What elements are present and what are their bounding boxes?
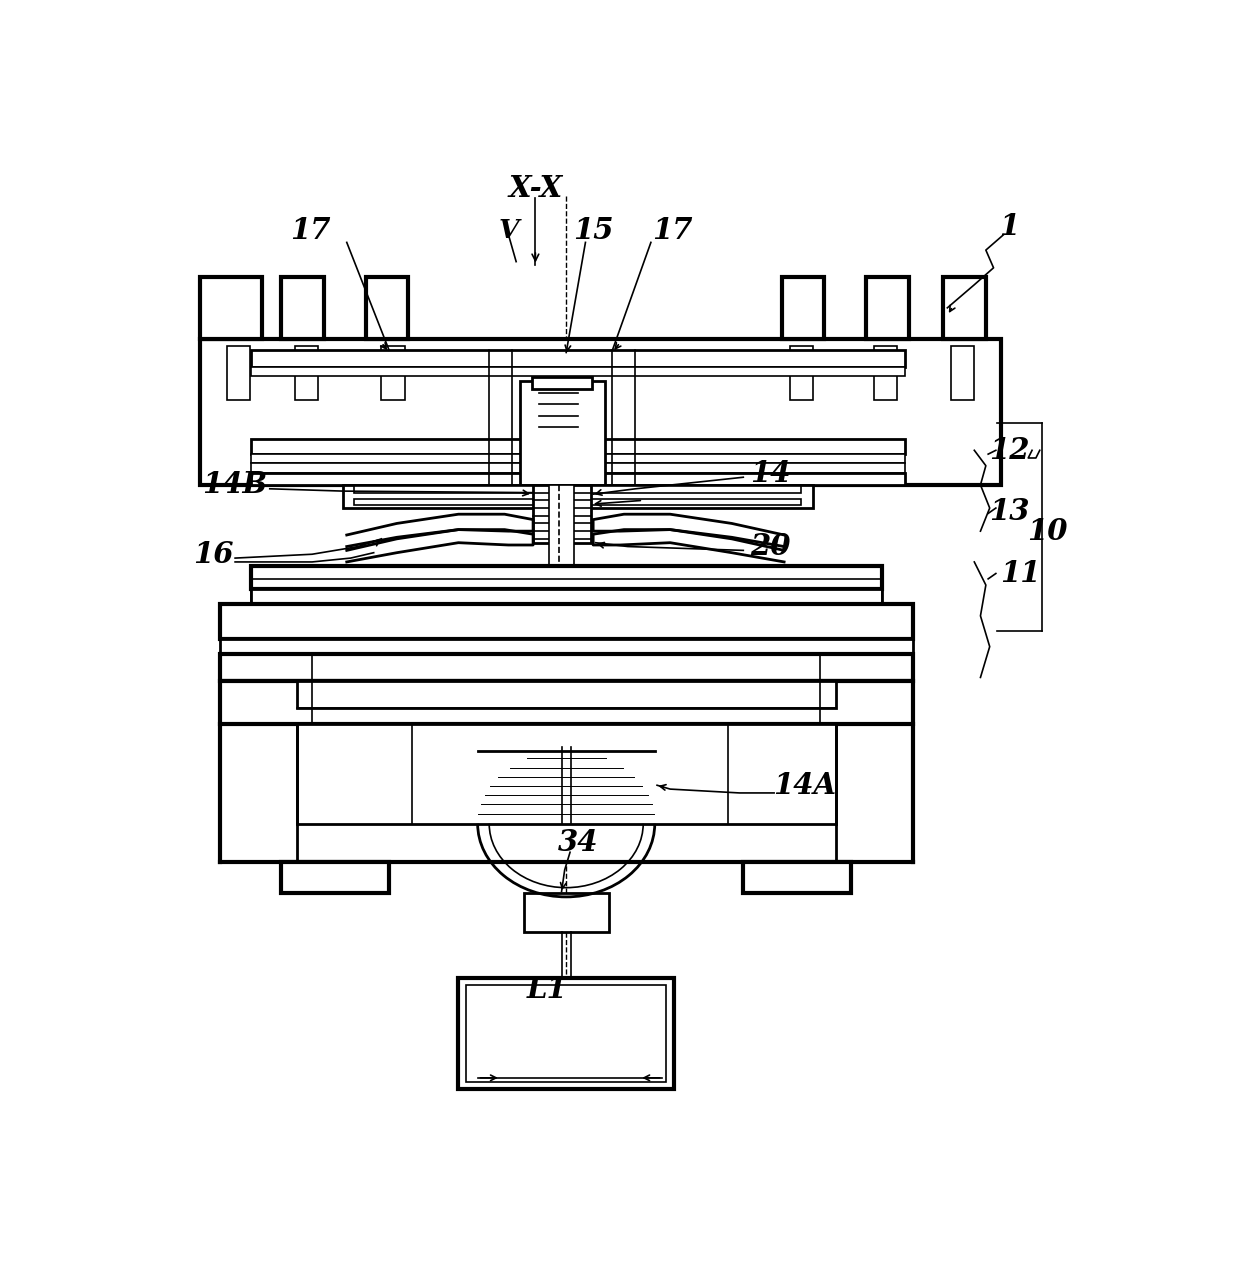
Bar xyxy=(549,485,574,638)
Text: 15: 15 xyxy=(573,217,614,245)
Bar xyxy=(781,277,825,338)
Bar xyxy=(366,277,408,338)
Bar xyxy=(355,486,801,492)
Bar xyxy=(466,986,666,1082)
Text: 17: 17 xyxy=(290,217,331,245)
Text: 1: 1 xyxy=(999,213,1019,241)
Text: 11: 11 xyxy=(1001,559,1040,588)
Text: 12: 12 xyxy=(988,436,1029,465)
Bar xyxy=(343,485,812,508)
Text: 10: 10 xyxy=(1027,517,1068,546)
Text: 14B: 14B xyxy=(202,470,268,500)
Bar xyxy=(250,454,905,463)
Bar xyxy=(382,346,404,400)
Bar xyxy=(227,346,250,400)
Text: 16: 16 xyxy=(193,540,234,569)
Bar xyxy=(867,277,909,338)
Bar xyxy=(219,681,913,723)
Bar xyxy=(281,277,324,338)
Bar xyxy=(355,499,801,505)
Bar xyxy=(219,604,913,638)
Text: V: V xyxy=(498,218,518,244)
Bar xyxy=(944,277,986,338)
Text: 14A: 14A xyxy=(774,770,837,800)
Text: 17: 17 xyxy=(652,217,693,245)
Text: 20: 20 xyxy=(750,532,791,562)
Bar xyxy=(219,638,913,656)
Bar xyxy=(296,681,836,708)
Bar xyxy=(532,377,591,388)
Bar xyxy=(250,350,905,367)
Bar xyxy=(219,654,913,681)
Bar xyxy=(520,381,605,485)
Bar xyxy=(951,346,975,400)
Bar xyxy=(874,346,898,400)
Bar xyxy=(790,346,812,400)
Bar xyxy=(523,894,609,932)
Bar xyxy=(201,277,262,338)
Text: 13: 13 xyxy=(988,497,1029,527)
Text: X-X: X-X xyxy=(508,174,563,203)
Bar xyxy=(250,438,905,454)
Bar xyxy=(250,473,905,485)
Bar xyxy=(459,978,675,1090)
Bar xyxy=(201,338,1001,485)
Bar xyxy=(250,367,905,377)
Bar xyxy=(296,723,836,863)
Bar xyxy=(250,565,882,588)
Bar xyxy=(533,485,590,542)
Text: 14: 14 xyxy=(750,459,791,488)
Bar xyxy=(295,346,319,400)
Text: L1: L1 xyxy=(527,974,568,1004)
Bar xyxy=(250,463,905,473)
Bar xyxy=(281,863,389,894)
Bar xyxy=(250,588,882,604)
Text: 34: 34 xyxy=(558,828,598,858)
Bar xyxy=(743,863,851,894)
